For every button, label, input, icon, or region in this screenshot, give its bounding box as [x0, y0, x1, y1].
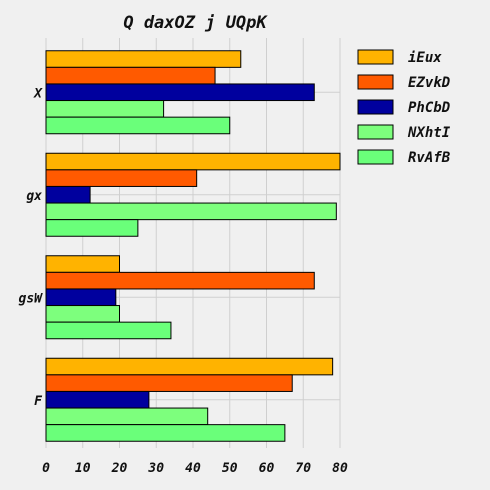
x-tick-label: 70 — [295, 461, 311, 476]
legend-swatch — [357, 74, 394, 90]
bar-PhCbD-F — [45, 390, 150, 409]
y-tick-label: gx — [26, 189, 42, 204]
bar-iEux-F — [45, 357, 334, 376]
x-tick-label: 0 — [42, 461, 50, 476]
legend-label: NXhtI — [407, 125, 451, 141]
bar-NXhtI-gsW — [45, 305, 120, 323]
chart-title: Q daxOZ j UQpK — [123, 13, 268, 33]
bar-iEux-X — [45, 50, 242, 68]
x-tick-label: 80 — [332, 461, 348, 476]
x-tick-label: 40 — [185, 461, 201, 476]
bar-PhCbD-X — [45, 83, 315, 102]
bar-EZvkD-gx — [45, 169, 198, 187]
bar-NXhtI-gx — [45, 202, 337, 221]
bar-RvAfB-F — [45, 424, 286, 442]
y-tick-label: X — [33, 86, 43, 101]
legend-label: RvAfB — [408, 150, 451, 166]
y-tick-labels: Xgx gsW F — [19, 86, 44, 409]
x-tick-label: 60 — [259, 461, 275, 476]
bar-EZvkD-X — [45, 66, 216, 85]
legend-swatch — [357, 99, 394, 115]
x-tick-label: 30 — [147, 461, 164, 476]
legend-label: iEux — [408, 50, 442, 66]
bar-iEux-gsW — [45, 255, 120, 273]
legend-label: EZvkD — [408, 75, 450, 91]
x-tick-label: 20 — [111, 461, 128, 476]
bar-NXhtI-F — [45, 407, 209, 426]
x-tick-label: 50 — [222, 461, 238, 476]
legend-swatch — [357, 49, 394, 65]
bars — [45, 50, 341, 442]
legend: iEux EZvkD PhCbD NXhtI RvAfB — [357, 49, 451, 166]
bar-RvAfB-gsW — [45, 321, 172, 340]
bar-EZvkD-gsW — [45, 271, 315, 290]
bar-EZvkD-F — [45, 374, 293, 392]
bar-PhCbD-gx — [45, 185, 91, 204]
legend-swatch — [357, 149, 394, 165]
bar-NXhtI-X — [45, 100, 165, 118]
x-tick-labels: 0 10 20 30 40 50 60 70 80 — [42, 461, 348, 476]
bar-RvAfB-gx — [45, 219, 139, 237]
bar-iEux-gx — [45, 152, 341, 171]
bar-RvAfB-X — [45, 116, 231, 135]
bar-PhCbD-gsW — [45, 288, 117, 307]
x-tick-label: 10 — [75, 461, 91, 476]
y-tick-label: F — [34, 394, 43, 409]
y-tick-label: gsW — [19, 291, 44, 306]
legend-swatch — [357, 124, 394, 140]
legend-label: PhCbD — [408, 100, 450, 116]
